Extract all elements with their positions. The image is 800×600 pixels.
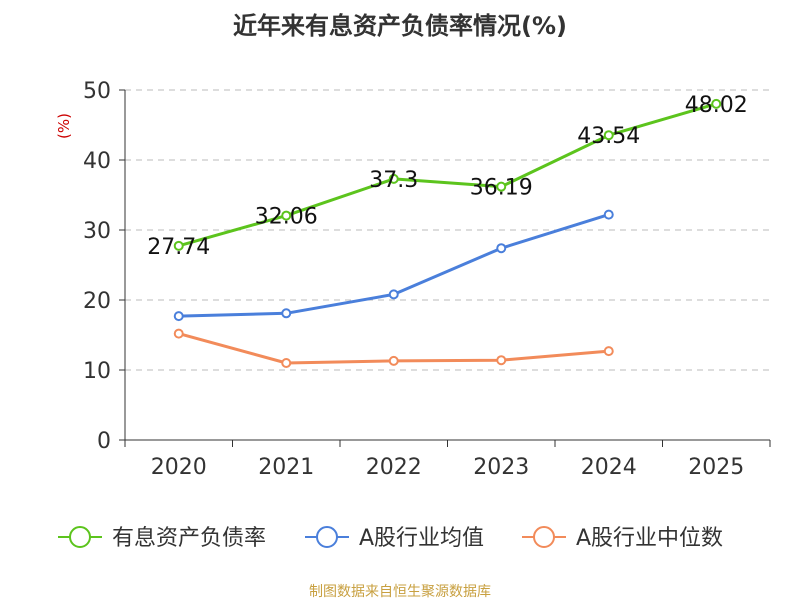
data-point bbox=[281, 358, 292, 368]
legend[interactable]: 有息资产负债率 A股行业均值 A股行业中位数 bbox=[58, 526, 723, 551]
chart-title: 近年来有息资产负债率情况(%) bbox=[233, 12, 567, 40]
y-tick-label: 10 bbox=[83, 359, 111, 384]
y-tick-label: 30 bbox=[83, 219, 111, 244]
data-point bbox=[496, 181, 507, 192]
y-tick-label: 50 bbox=[83, 79, 111, 104]
x-tick-label: 2022 bbox=[366, 455, 422, 480]
legend-marker-0 bbox=[69, 526, 91, 548]
data-point bbox=[388, 289, 399, 300]
legend-marker-1 bbox=[316, 526, 338, 548]
data-point bbox=[603, 346, 614, 357]
data-label: 43.54 bbox=[577, 124, 640, 149]
y-tick-label: 0 bbox=[97, 429, 111, 454]
data-label: 27.74 bbox=[147, 235, 210, 260]
x-tick-label: 2023 bbox=[473, 455, 529, 480]
data-label: 36.19 bbox=[470, 176, 533, 201]
legend-label-2: A股行业中位数 bbox=[576, 526, 723, 551]
data-label: 32.06 bbox=[255, 205, 318, 230]
x-tick-label: 2021 bbox=[258, 455, 314, 480]
source-note: 制图数据来自恒生聚源数据库 bbox=[309, 584, 491, 600]
gridlines bbox=[125, 89, 770, 371]
data-label: 37.3 bbox=[369, 168, 418, 193]
data-point bbox=[173, 311, 184, 322]
data-point bbox=[603, 209, 614, 220]
data-point bbox=[496, 355, 507, 366]
data-point bbox=[173, 328, 184, 339]
data-point bbox=[173, 240, 184, 251]
data-point bbox=[388, 173, 399, 184]
legend-label-1: A股行业均值 bbox=[359, 526, 484, 551]
series-layer bbox=[173, 98, 722, 368]
y-tick-label: 40 bbox=[83, 149, 111, 174]
axes: 0 10 20 30 40 50 2020 2021 2022 2023 2024 2025 bbox=[83, 79, 771, 480]
y-tick-label: 20 bbox=[83, 289, 111, 314]
x-tick-label: 2024 bbox=[581, 455, 637, 480]
data-point bbox=[603, 130, 614, 141]
data-point bbox=[711, 98, 722, 109]
data-point bbox=[281, 308, 292, 319]
data-label: 48.02 bbox=[685, 93, 748, 118]
data-point bbox=[496, 243, 507, 254]
x-tick-label: 2025 bbox=[688, 455, 744, 480]
data-point bbox=[388, 355, 399, 366]
data-point bbox=[281, 210, 292, 221]
series-line-0 bbox=[178, 102, 717, 248]
y-axis-label: (%) bbox=[55, 113, 73, 139]
legend-label-0: 有息资产负债率 bbox=[112, 526, 266, 551]
data-labels: 27.74 32.06 37.3 36.19 43.54 48.02 bbox=[147, 93, 747, 260]
x-tick-label: 2020 bbox=[151, 455, 207, 480]
legend-marker-2 bbox=[533, 526, 555, 548]
